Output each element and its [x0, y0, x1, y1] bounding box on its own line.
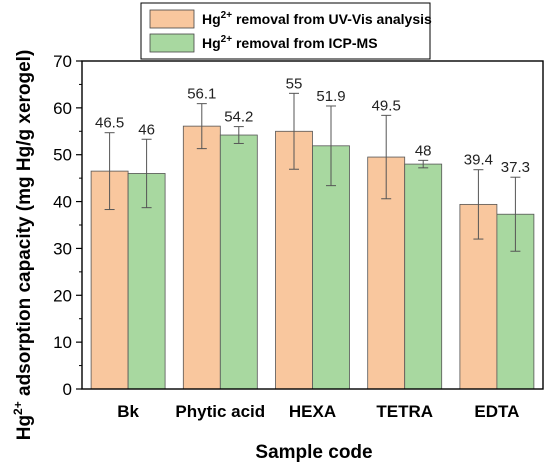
y-tick-label-1: 10 — [53, 333, 72, 352]
y-tick-label-0: 0 — [63, 380, 72, 399]
y-tick-label-2: 20 — [53, 286, 72, 305]
y-axis-title-base: Hg — [14, 415, 35, 440]
x-tick-label-0: Bk — [117, 402, 139, 421]
x-tick-label-3: TETRA — [376, 402, 433, 421]
error-bars-layer — [104, 92, 521, 252]
y-tick-label-5: 50 — [53, 146, 72, 165]
legend-swatch-icpms — [149, 33, 195, 53]
bar-uvvis-2 — [275, 130, 313, 390]
x-tick-label-1: Phytic acid — [175, 402, 265, 421]
data-label-icpms-3: 48 — [415, 142, 432, 159]
data-label-uvvis-1: 56.1 — [187, 86, 216, 103]
bar-icpms-1 — [219, 134, 258, 390]
y-tick-label-7: 70 — [53, 52, 72, 71]
legend-swatch-uvvis — [149, 9, 195, 29]
legend-label-uvvis-rest: removal from UV-Vis analysis — [232, 11, 432, 27]
data-label-icpms-1: 54.2 — [224, 109, 253, 126]
x-tick-label-2: HEXA — [289, 402, 336, 421]
data-label-uvvis-0: 46.5 — [95, 115, 124, 132]
y-tick-label-6: 60 — [53, 99, 72, 118]
bar-icpms-2 — [312, 145, 350, 390]
legend-label-uvvis-base: Hg — [202, 11, 221, 27]
y-axis-title: Hg2+ adsorption capacity (mg Hg/g xeroge… — [11, 50, 35, 441]
legend-label-icpms-rest: removal from ICP-MS — [232, 35, 377, 51]
data-labels-layer: 46.5 46 56.1 54.2 55 51.9 49.5 48 39.4 37.3 — [95, 75, 530, 176]
legend-label-icpms: Hg2+ removal from ICP-MS — [202, 34, 378, 51]
legend-label-icpms-base: Hg — [202, 35, 221, 51]
bar-icpms-0 — [127, 173, 166, 390]
y-axis-title-rest: adsorption capacity (mg Hg/g xerogel) — [14, 50, 35, 402]
data-label-uvvis-4: 39.4 — [464, 152, 493, 169]
legend: Hg2+ removal from UV-Vis analysis Hg2+ r… — [140, 2, 432, 60]
legend-label-icpms-sup: 2+ — [221, 34, 233, 45]
x-tick-label-4: EDTA — [474, 402, 519, 421]
bar-icpms-3 — [404, 163, 443, 390]
data-label-icpms-0: 46 — [138, 121, 155, 138]
x-axis-title: Sample code — [255, 442, 372, 463]
y-tick-label-3: 30 — [53, 239, 72, 258]
legend-label-uvvis-sup: 2+ — [221, 10, 233, 21]
y-tick-label-4: 40 — [53, 193, 72, 212]
y-axis-title-sup: 2+ — [11, 401, 25, 415]
legend-label-uvvis: Hg2+ removal from UV-Vis analysis — [202, 10, 432, 27]
bars-layer — [90, 125, 535, 390]
data-label-uvvis-2: 55 — [286, 75, 303, 92]
data-label-icpms-2: 51.9 — [316, 88, 345, 105]
bar-uvvis-1 — [182, 125, 221, 390]
axes-layer: Bk Phytic acid HEXA TETRA EDTA 0 10 20 30 40 50 60 7… — [53, 52, 544, 421]
data-label-uvvis-3: 49.5 — [372, 97, 401, 114]
data-label-icpms-4: 37.3 — [501, 159, 530, 176]
